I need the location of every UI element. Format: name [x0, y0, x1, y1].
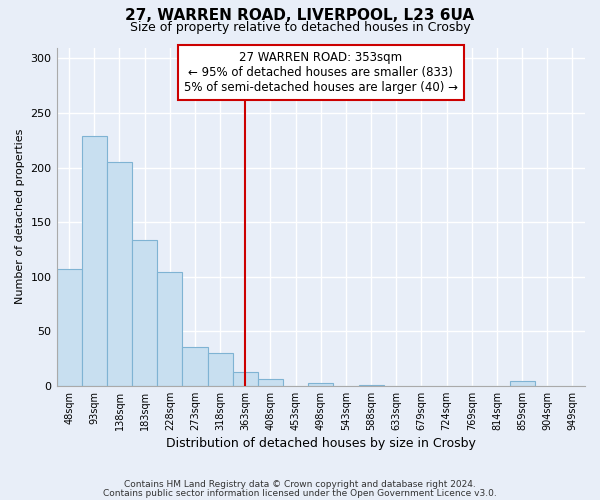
Bar [233, 372, 258, 386]
Bar [258, 380, 283, 386]
Bar [157, 272, 182, 386]
Text: Contains HM Land Registry data © Crown copyright and database right 2024.: Contains HM Land Registry data © Crown c… [124, 480, 476, 489]
Text: 27, WARREN ROAD, LIVERPOOL, L23 6UA: 27, WARREN ROAD, LIVERPOOL, L23 6UA [125, 8, 475, 22]
Bar [107, 162, 132, 386]
Text: 27 WARREN ROAD: 353sqm
← 95% of detached houses are smaller (833)
5% of semi-det: 27 WARREN ROAD: 353sqm ← 95% of detached… [184, 51, 458, 94]
Bar [56, 269, 82, 386]
Text: Size of property relative to detached houses in Crosby: Size of property relative to detached ho… [130, 21, 470, 34]
Bar [308, 382, 334, 386]
Y-axis label: Number of detached properties: Number of detached properties [15, 129, 25, 304]
Bar [359, 384, 383, 386]
Text: Contains public sector information licensed under the Open Government Licence v3: Contains public sector information licen… [103, 490, 497, 498]
X-axis label: Distribution of detached houses by size in Crosby: Distribution of detached houses by size … [166, 437, 476, 450]
Bar [82, 136, 107, 386]
Bar [208, 353, 233, 386]
Bar [182, 346, 208, 386]
Bar [509, 382, 535, 386]
Bar [132, 240, 157, 386]
